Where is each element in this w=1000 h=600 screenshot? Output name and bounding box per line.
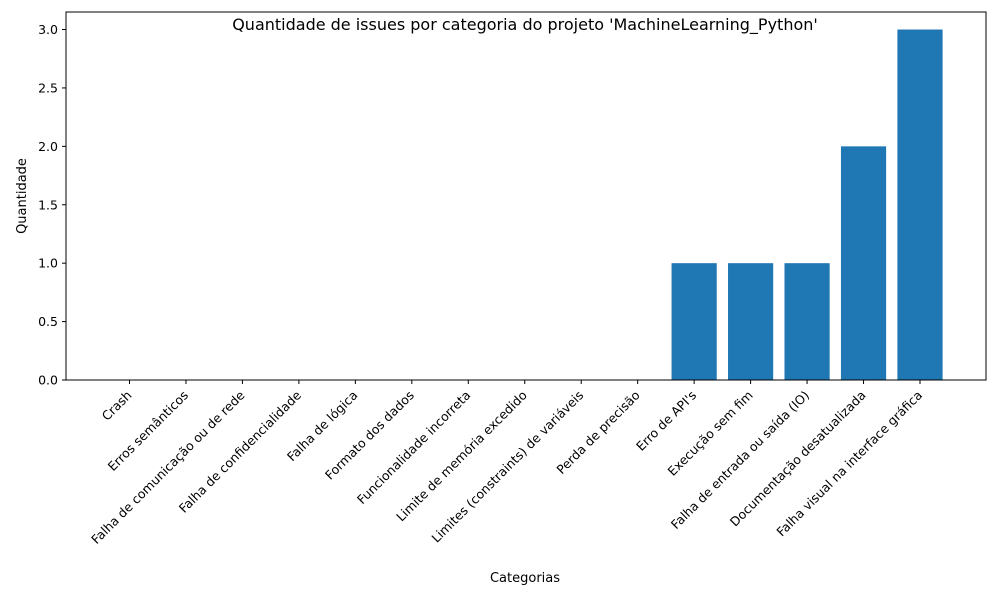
bar [784,263,830,380]
bar [728,263,774,380]
plot-frame [65,11,987,381]
y-tick-label: 1.0 [38,256,58,271]
y-tick-label: 2.0 [38,139,58,154]
chart-title: Quantidade de issues por categoria do pr… [232,15,818,35]
bar [897,29,943,381]
y-tick-label: 0.0 [38,373,58,388]
y-tick-label: 2.5 [38,80,58,95]
x-tick-label: Funcionalidade incorreta [354,388,474,508]
bar [671,263,717,380]
y-tick-label: 1.5 [38,197,58,212]
y-tick-label: 3.0 [38,22,58,37]
x-tick-label: Crash [99,388,135,424]
y-tick-label: 0.5 [38,314,58,329]
bar [840,146,887,380]
y-axis-label: Quantidade [15,158,30,234]
x-axis-label: Categorias [490,571,560,586]
